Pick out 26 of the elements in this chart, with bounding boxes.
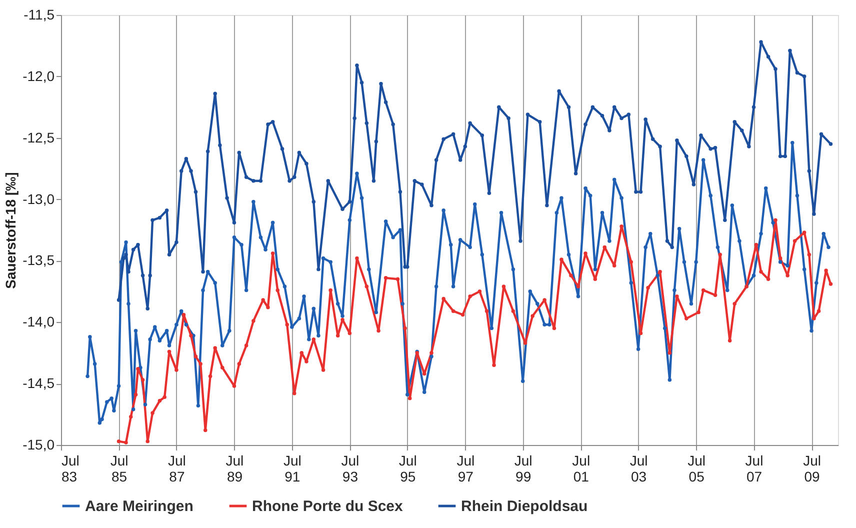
x-tick-label: Jul 05: [688, 452, 706, 484]
x-tick-label: Jul 95: [398, 452, 417, 484]
x-tick-label: Jul 03: [630, 452, 648, 484]
y-axis-title: Sauerstoff-18 [‰]: [2, 172, 19, 289]
y-tick-label: -11,5: [24, 6, 55, 22]
x-tick-label: Jul 01: [572, 452, 590, 484]
x-tick-label: Jul 07: [745, 452, 764, 484]
x-tick-label: Jul 97: [456, 452, 475, 484]
x-tick-label: Jul 89: [226, 452, 244, 484]
y-tick-label: -14,0: [22, 314, 55, 330]
y-tick-label: -12,5: [22, 129, 55, 146]
x-tick-label: Jul 85: [110, 452, 128, 484]
y-tick-label: -15,0: [22, 436, 55, 452]
y-tick-label: -12,0: [22, 68, 55, 84]
x-tick-label: Jul 83: [62, 452, 80, 484]
x-tick-label: Jul 87: [168, 452, 186, 484]
legend-label: Rhone Porte du Scex: [252, 498, 404, 515]
y-tick-label: -14,5: [22, 375, 55, 392]
x-tick-label: Jul 93: [341, 452, 360, 484]
legend-label: Aare Meiringen: [85, 498, 194, 515]
y-tick-label: -13,0: [22, 190, 55, 207]
x-tick-label: Jul 09: [803, 452, 821, 484]
x-tick-label: Jul 91: [283, 452, 302, 484]
x-tick-label: Jul 99: [514, 452, 532, 484]
y-tick-label: -13,5: [22, 252, 55, 268]
legend-label: Rhein Diepoldsau: [461, 498, 588, 515]
